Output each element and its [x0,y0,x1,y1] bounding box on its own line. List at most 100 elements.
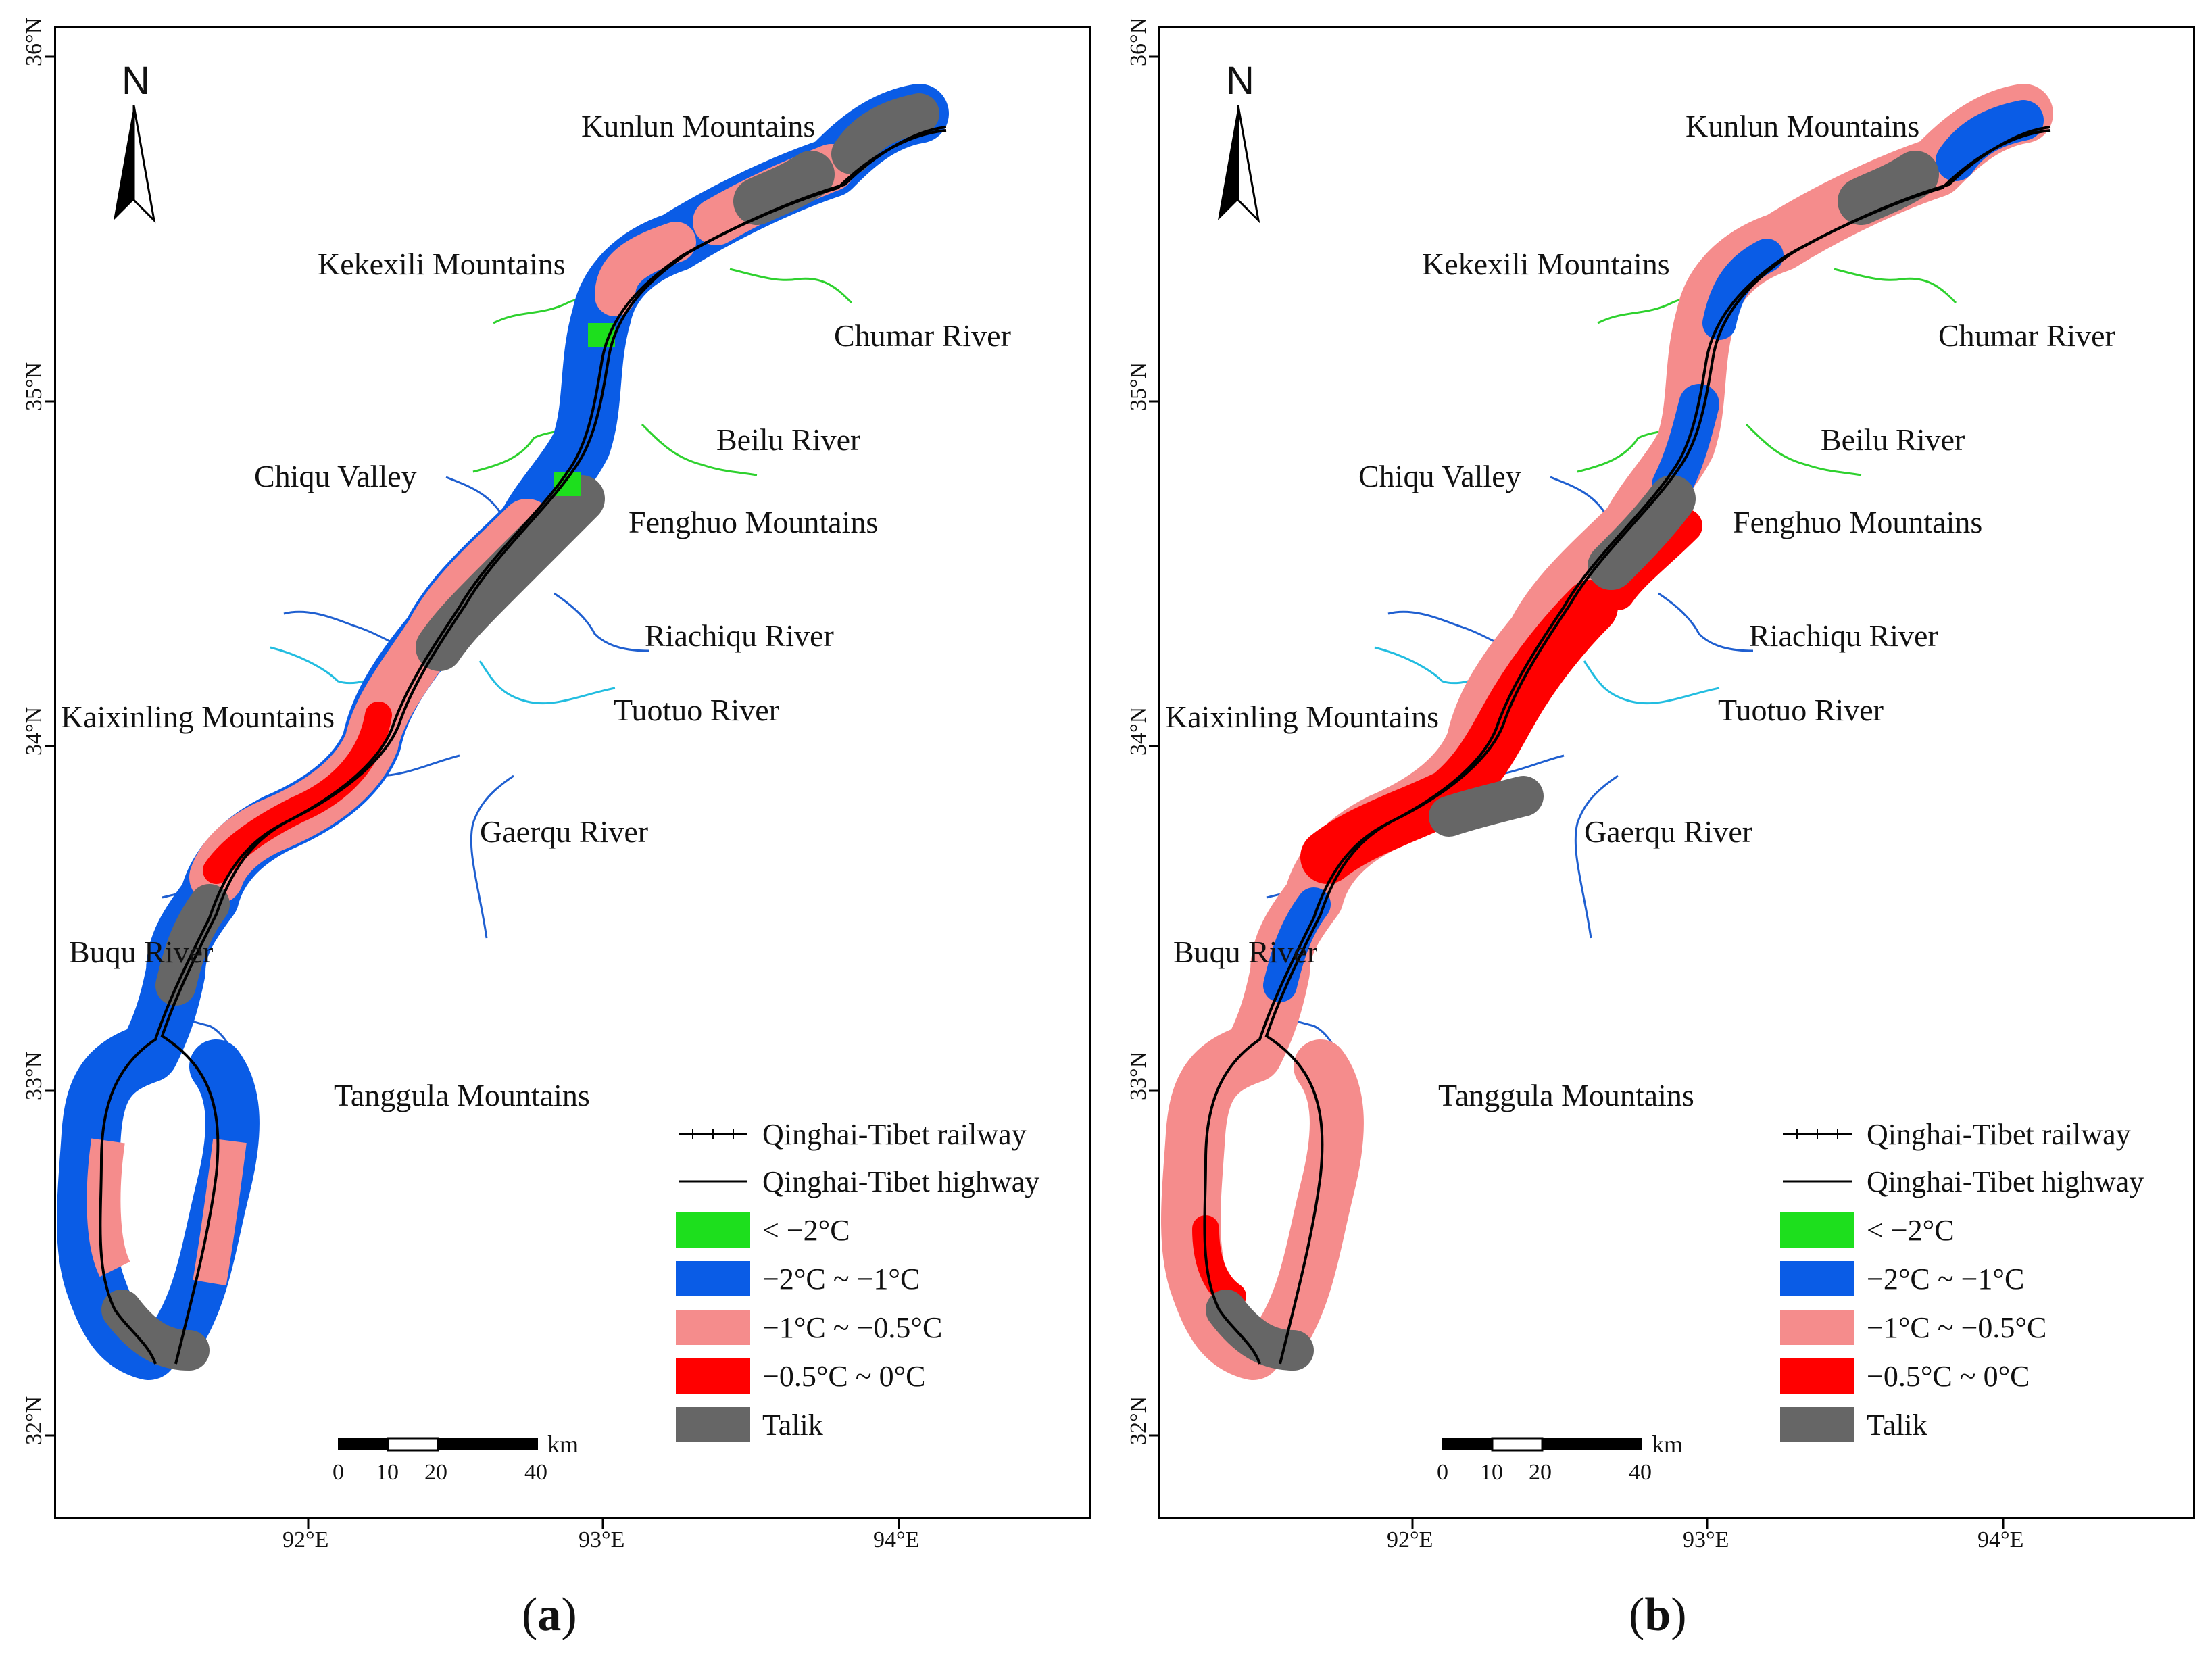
caption-a-open: ( [522,1589,538,1641]
legend-class-4: −0.5°C ~ 0°C [1780,1357,2030,1395]
scale-bar: km 0 10 20 40 [333,1431,622,1491]
caption-b-letter: b [1644,1589,1671,1641]
legend-highway: Qinghai-Tibet highway [1780,1162,2144,1200]
caption-a-letter: a [537,1589,562,1641]
scale-bar-graphic [338,1437,538,1452]
highway-symbol [679,1180,747,1183]
label-kekexili-mountains: Kekexili Mountains [318,247,566,281]
label-tuotuo-river: Tuotuo River [1718,693,1884,727]
rivers [141,268,853,1060]
label-buqu-river: Buqu River [69,935,214,969]
label-chiqu-valley: Chiqu Valley [254,459,417,493]
scale-bar-graphic [1442,1437,1642,1452]
river-line [1658,592,1754,652]
legend-class-5-label: Talik [762,1408,823,1442]
north-arrow-icon [1218,105,1260,224]
legend-class-1: < −2°C [676,1211,850,1249]
rivers [1246,268,1957,1060]
north-arrow: N [1204,58,1285,227]
scale-tick-0: 0 [1437,1460,1448,1485]
highway-symbol [1783,1180,1852,1183]
corridor-map [45,55,949,1529]
legend-class-2-label: −2°C ~ −1°C [762,1262,920,1296]
label-buqu-river: Buqu River [1173,935,1318,969]
lat-tick-33: 33°N [22,1051,47,1100]
legend-railway: Qinghai-Tibet railway [1780,1115,2131,1153]
river-line [1583,660,1720,705]
lat-tick-35: 35°N [22,362,47,411]
lat-tick-36: 36°N [22,17,47,66]
legend-class-3: −1°C ~ −0.5°C [1780,1308,2046,1346]
label-gaerqu-river: Gaerqu River [480,814,649,849]
scale-tick-0: 0 [333,1460,344,1485]
lat-tick-32: 32°N [1126,1396,1151,1445]
legend-class-2: −2°C ~ −1°C [676,1260,920,1298]
swatch-class-4 [676,1358,750,1394]
lon-tick-93: 93°E [579,1527,625,1552]
label-kunlun-mountains: Kunlun Mountains [1686,109,1920,143]
lon-tick-94: 94°E [1977,1527,2024,1552]
north-arrow-icon [114,105,156,224]
legend-class-4-label: −0.5°C ~ 0°C [1867,1359,2030,1393]
caption-b: (b) [1629,1588,1687,1642]
legend-class-5: Talik [676,1406,823,1444]
legend-class-1-label: < −2°C [1867,1213,1955,1247]
legend-class-5: Talik [1780,1406,1927,1444]
label-kaixinling-mountains: Kaixinling Mountains [1165,699,1440,734]
label-tanggula-mountains: Tanggula Mountains [334,1078,590,1112]
label-tuotuo-river: Tuotuo River [614,693,779,727]
label-riachiqu-river: Riachiqu River [1749,618,1938,653]
label-chumar-river: Chumar River [834,318,1011,353]
map-panel-a: 36°N 35°N 34°N 33°N 32°N 92°E 93°E 94°E [22,18,1091,1552]
label-beilu-river: Beilu River [1821,422,1965,457]
lat-tick-32: 32°N [22,1396,47,1445]
swatch-class-5 [1780,1407,1854,1442]
north-letter: N [122,59,150,103]
map-frame [54,26,1091,1519]
legend-railway-label: Qinghai-Tibet railway [1867,1117,2131,1151]
legend-class-2-label: −2°C ~ −1°C [1867,1262,2025,1296]
label-fenghuo-mountains: Fenghuo Mountains [629,505,879,539]
railway-symbol [679,1129,747,1139]
label-gaerqu-river: Gaerqu River [1584,814,1753,849]
river-line [470,775,514,939]
caption-a-close: ) [561,1589,577,1641]
label-chiqu-valley: Chiqu Valley [1358,459,1521,493]
legend-class-3-label: −1°C ~ −0.5°C [762,1310,943,1344]
lat-tick-33: 33°N [1126,1051,1151,1100]
label-kaixinling-mountains: Kaixinling Mountains [61,699,335,734]
swatch-class-5 [676,1407,750,1442]
lat-tick-34: 34°N [1126,706,1151,756]
scale-unit: km [547,1431,579,1458]
legend-class-4: −0.5°C ~ 0°C [676,1357,926,1395]
legend-railway: Qinghai-Tibet railway [676,1115,1027,1153]
swatch-class-3 [676,1310,750,1345]
caption-b-close: ) [1671,1589,1687,1641]
legend-class-5-label: Talik [1867,1408,1927,1442]
legend-class-3: −1°C ~ −0.5°C [676,1308,942,1346]
lon-tick-92: 92°E [282,1527,329,1552]
river-line [1745,423,1862,476]
scale-tick-40: 40 [524,1460,547,1485]
swatch-class-1 [676,1212,750,1248]
map-frame [1158,26,2195,1519]
river-line [641,423,758,476]
scale-bar: km 0 10 20 40 [1437,1431,1726,1491]
label-riachiqu-river: Riachiqu River [645,618,834,653]
north-arrow: N [100,58,181,227]
label-tanggula-mountains: Tanggula Mountains [1438,1078,1694,1112]
swatch-class-4 [1780,1358,1854,1394]
scale-tick-40: 40 [1629,1460,1652,1485]
legend-class-4-label: −0.5°C ~ 0°C [762,1359,926,1393]
swatch-class-2 [1780,1261,1854,1296]
lat-tick-35: 35°N [1126,362,1151,411]
river-line [478,660,616,705]
label-beilu-river: Beilu River [716,422,861,457]
legend-highway-label: Qinghai-Tibet highway [762,1164,1040,1198]
river-line [1574,775,1619,939]
legend-class-1: < −2°C [1780,1211,1955,1249]
scale-tick-10: 10 [1480,1460,1503,1485]
label-kekexili-mountains: Kekexili Mountains [1422,247,1670,281]
scale-tick-10: 10 [376,1460,399,1485]
north-letter: N [1226,59,1254,103]
